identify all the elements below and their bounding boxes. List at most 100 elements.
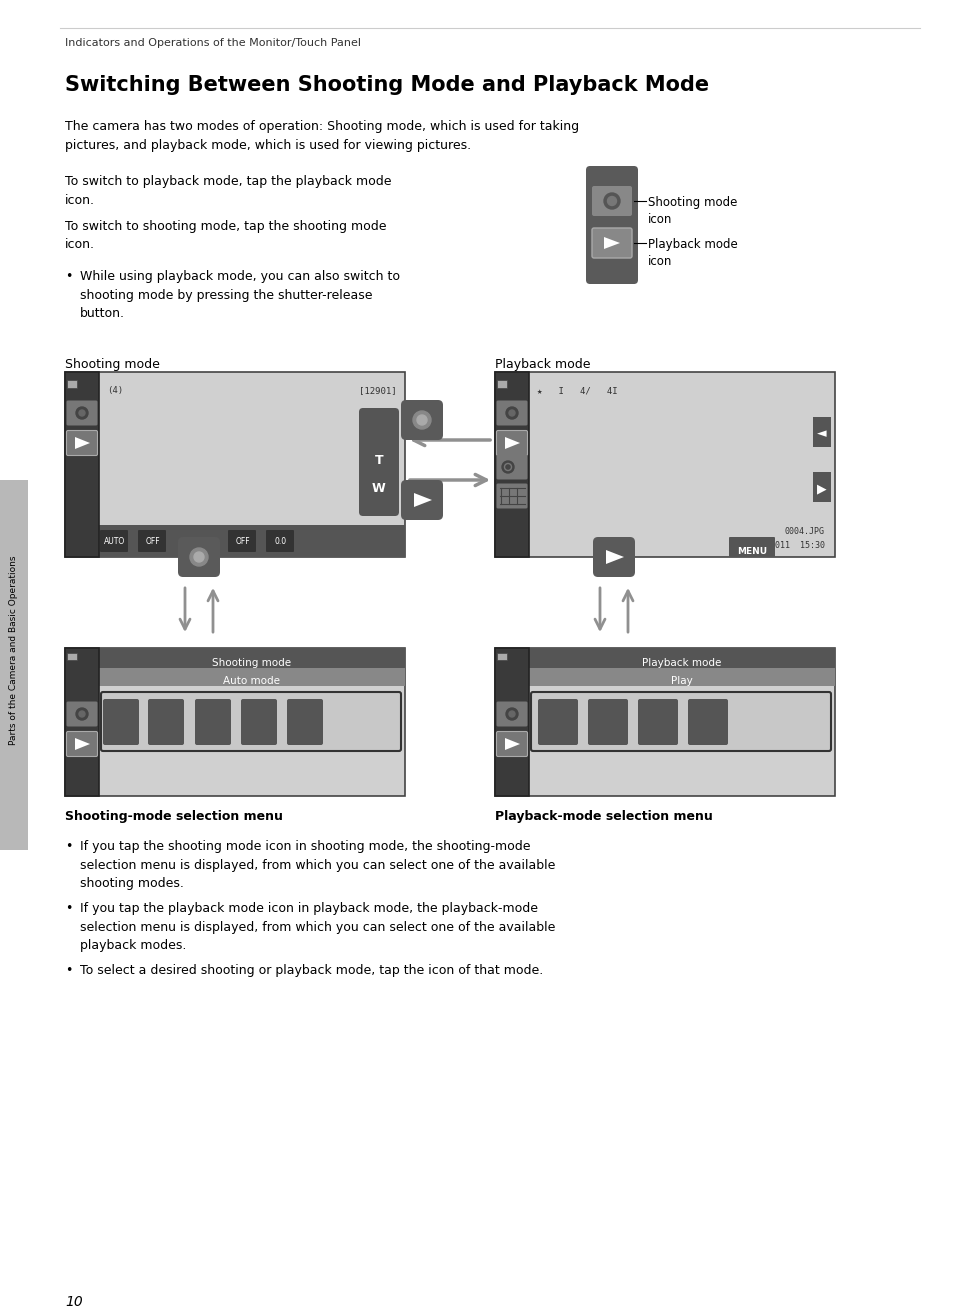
Bar	[65, 648, 99, 796]
Circle shape	[79, 410, 85, 417]
Bar	[812, 417, 830, 447]
FancyBboxPatch shape	[531, 692, 830, 752]
Bar	[65, 372, 99, 557]
Circle shape	[505, 708, 517, 720]
FancyBboxPatch shape	[638, 699, 678, 745]
Text: Indicators and Operations of the Monitor/Touch Panel: Indicators and Operations of the Monitor…	[65, 38, 360, 49]
FancyBboxPatch shape	[358, 409, 398, 516]
Circle shape	[607, 197, 616, 205]
Polygon shape	[75, 738, 90, 750]
Circle shape	[505, 407, 517, 419]
Text: Shooting mode
icon: Shooting mode icon	[647, 196, 737, 226]
Text: Playback mode: Playback mode	[641, 658, 720, 668]
Bar	[67, 653, 77, 660]
FancyBboxPatch shape	[400, 480, 442, 520]
Bar	[67, 380, 77, 388]
Text: ★   I   4/   4I: ★ I 4/ 4I	[537, 386, 617, 396]
FancyBboxPatch shape	[593, 537, 635, 577]
Bar	[65, 648, 405, 796]
Text: AUTO: AUTO	[104, 536, 126, 545]
Bar	[495, 372, 529, 557]
Text: 15/11/2011  15:30: 15/11/2011 15:30	[740, 540, 824, 549]
Circle shape	[416, 415, 427, 424]
FancyBboxPatch shape	[496, 401, 527, 426]
FancyBboxPatch shape	[496, 732, 527, 757]
Bar	[99, 526, 405, 557]
Text: T: T	[375, 455, 383, 466]
Bar	[0, 480, 28, 850]
Polygon shape	[605, 551, 623, 564]
Bar	[495, 372, 529, 557]
FancyBboxPatch shape	[67, 702, 97, 727]
Bar	[99, 668, 405, 686]
Polygon shape	[603, 237, 619, 248]
Circle shape	[509, 711, 515, 717]
Polygon shape	[414, 493, 432, 507]
Polygon shape	[75, 438, 90, 449]
Bar	[497, 380, 506, 388]
Circle shape	[509, 410, 515, 417]
FancyBboxPatch shape	[103, 699, 139, 745]
FancyBboxPatch shape	[138, 530, 166, 552]
Text: OFF: OFF	[235, 536, 250, 545]
Text: Shooting mode: Shooting mode	[213, 658, 292, 668]
FancyBboxPatch shape	[228, 530, 255, 552]
FancyBboxPatch shape	[287, 699, 323, 745]
Bar	[495, 648, 834, 796]
Circle shape	[603, 193, 619, 209]
FancyBboxPatch shape	[101, 692, 400, 752]
FancyBboxPatch shape	[148, 699, 184, 745]
Bar	[65, 372, 99, 557]
Text: •: •	[65, 840, 72, 853]
Text: •: •	[65, 964, 72, 978]
FancyBboxPatch shape	[592, 229, 631, 258]
Text: Playback mode: Playback mode	[495, 357, 590, 371]
Text: Shooting mode: Shooting mode	[65, 357, 160, 371]
Bar	[495, 648, 529, 796]
Circle shape	[501, 461, 514, 473]
Bar	[65, 372, 405, 557]
FancyBboxPatch shape	[496, 455, 527, 480]
Text: If you tap the shooting mode icon in shooting mode, the shooting-mode
selection : If you tap the shooting mode icon in sho…	[80, 840, 555, 890]
Text: To select a desired shooting or playback mode, tap the icon of that mode.: To select a desired shooting or playback…	[80, 964, 542, 978]
FancyBboxPatch shape	[266, 530, 294, 552]
Text: The camera has two modes of operation: Shooting mode, which is used for taking
p: The camera has two modes of operation: S…	[65, 120, 578, 151]
Bar	[497, 653, 506, 660]
Text: •: •	[65, 901, 72, 915]
FancyBboxPatch shape	[241, 699, 276, 745]
Text: 10: 10	[65, 1296, 83, 1309]
Text: To switch to playback mode, tap the playback mode
icon.: To switch to playback mode, tap the play…	[65, 175, 391, 206]
Text: While using playback mode, you can also switch to
shooting mode by pressing the : While using playback mode, you can also …	[80, 269, 399, 321]
Text: 0004.JPG: 0004.JPG	[784, 527, 824, 536]
FancyBboxPatch shape	[496, 702, 527, 727]
Text: If you tap the playback mode icon in playback mode, the playback-mode
selection : If you tap the playback mode icon in pla…	[80, 901, 555, 953]
Text: Parts of the Camera and Basic Operations: Parts of the Camera and Basic Operations	[10, 556, 18, 745]
Text: Auto mode: Auto mode	[223, 675, 280, 686]
Bar	[65, 648, 99, 796]
Text: OFF: OFF	[146, 536, 160, 545]
Bar	[495, 372, 834, 557]
FancyBboxPatch shape	[585, 166, 638, 284]
Text: Shooting-mode selection menu: Shooting-mode selection menu	[65, 809, 283, 823]
FancyBboxPatch shape	[587, 699, 627, 745]
Text: Playback-mode selection menu: Playback-mode selection menu	[495, 809, 712, 823]
Circle shape	[190, 548, 208, 566]
FancyBboxPatch shape	[728, 537, 774, 557]
Text: (4): (4)	[107, 386, 123, 396]
Circle shape	[76, 708, 88, 720]
Circle shape	[76, 407, 88, 419]
Text: Play: Play	[670, 675, 692, 686]
Text: ◄: ◄	[817, 427, 826, 440]
Bar	[99, 648, 405, 668]
FancyBboxPatch shape	[194, 699, 231, 745]
Polygon shape	[504, 738, 519, 750]
FancyBboxPatch shape	[178, 537, 220, 577]
Text: •: •	[65, 269, 72, 283]
FancyBboxPatch shape	[100, 530, 128, 552]
Text: MENU: MENU	[736, 547, 766, 556]
Text: [12901]: [12901]	[359, 386, 396, 396]
Text: To switch to shooting mode, tap the shooting mode
icon.: To switch to shooting mode, tap the shoo…	[65, 219, 386, 251]
Bar	[529, 648, 834, 668]
Circle shape	[79, 711, 85, 717]
FancyBboxPatch shape	[400, 399, 442, 440]
